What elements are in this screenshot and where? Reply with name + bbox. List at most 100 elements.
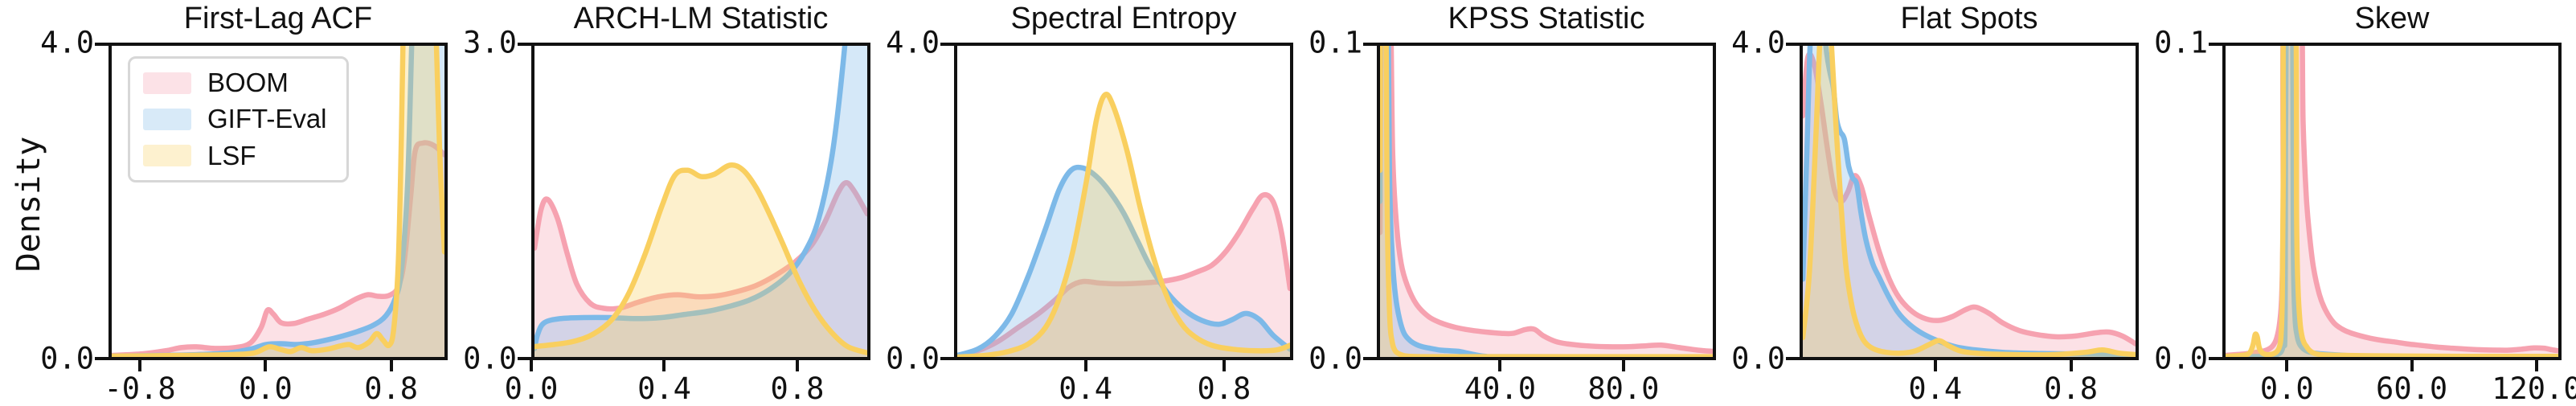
y-tick-mark: [2209, 43, 2222, 46]
x-tick-label: -0.8: [104, 371, 176, 406]
legend-swatch-lsf: [143, 145, 191, 167]
x-tick-label: 40.0: [1464, 371, 1537, 406]
y-tick-label: 0.0: [1308, 341, 1362, 376]
y-tick-label: 0.1: [2154, 25, 2208, 60]
kde-line-lsf: [112, 46, 444, 357]
panel-title: Spectral Entropy: [1010, 2, 1237, 35]
kde-fill-lsf: [1803, 46, 2136, 357]
y-tick-mark: [518, 357, 531, 360]
kde-line-gift-eval: [1803, 46, 2136, 357]
x-tick-label: 0.4: [1059, 371, 1113, 406]
kde-fill-gift-eval: [1380, 46, 1713, 357]
x-tick-label: 0.0: [238, 371, 293, 406]
x-tick-label: 0.8: [1197, 371, 1251, 406]
y-tick-mark: [518, 43, 531, 46]
kde-plot-svg: [957, 92, 1290, 357]
legend-item-boom: BOOM: [143, 68, 327, 97]
x-tick-mark: [2285, 360, 2289, 371]
x-tick-label: 120.0: [2492, 371, 2576, 406]
y-tick-mark: [95, 357, 109, 360]
x-tick-label: 0.4: [1908, 371, 1963, 406]
kde-line-boom: [957, 191, 1290, 357]
panel-title: ARCH-LM Statistic: [573, 2, 829, 35]
kde-fill-lsf: [112, 46, 444, 357]
kde-fill-gift-eval: [2226, 46, 2558, 357]
x-tick-label: 0.8: [2044, 371, 2099, 406]
panel-title: First-Lag ACF: [183, 2, 373, 35]
x-tick-mark: [1621, 360, 1625, 371]
kde-fill-boom: [112, 142, 444, 357]
y-tick-mark: [940, 357, 954, 360]
x-tick-mark: [1933, 360, 1937, 371]
plot-area: [1800, 43, 2139, 360]
panel-flat-spots: Flat Spots 4.0 0.0 0.4 0.8: [1731, 0, 2139, 406]
panel-first-lag-acf: First-Lag ACF BOOM GIFT-Eval LSF 4.0 0.0 -…: [40, 0, 448, 406]
legend-item-gift-eval: GIFT-Eval: [143, 104, 327, 134]
y-tick-mark: [1363, 43, 1377, 46]
kde-fill-boom: [1380, 46, 1713, 357]
kde-line-boom: [1380, 46, 1713, 355]
kde-line-gift-eval: [2226, 46, 2558, 357]
kde-fill-boom: [2226, 46, 2558, 357]
kde-fill-lsf: [1380, 46, 1713, 357]
plot-area: BOOM GIFT-Eval LSF: [109, 43, 448, 360]
kde-line-boom: [112, 140, 444, 357]
kde-line-lsf: [1803, 46, 2136, 357]
x-tick-mark: [1222, 360, 1226, 371]
panel-spectral-entropy: Spectral Entropy 4.0 0.0 0.4 0.8: [886, 0, 1293, 406]
kde-line-gift-eval: [1380, 46, 1713, 357]
panel-skew: Skew 0.1 0.0 0.0 60.0 120.0: [2154, 0, 2576, 406]
panel-title: Skew: [2354, 2, 2430, 35]
kde-plot-svg: [534, 46, 867, 357]
kde-plot-svg: [2226, 46, 2558, 357]
y-tick-label: 0.0: [463, 341, 517, 376]
panel-kpss-statistic: KPSS Statistic 0.1 0.0 40.0 80.0: [1308, 0, 1716, 406]
legend: BOOM GIFT-Eval LSF: [128, 56, 349, 182]
y-tick-label: 4.0: [1731, 25, 1785, 60]
kde-line-gift-eval: [957, 164, 1290, 357]
y-tick-label: 4.0: [40, 25, 94, 60]
legend-label-lsf: LSF: [207, 140, 256, 170]
y-tick-label: 3.0: [463, 25, 517, 60]
y-tick-mark: [940, 43, 954, 46]
plot-area: [954, 43, 1293, 360]
legend-swatch-gift-eval: [143, 108, 191, 130]
y-tick-label: 0.0: [2154, 341, 2208, 376]
x-tick-mark: [2069, 360, 2073, 371]
x-tick-mark: [1083, 360, 1087, 371]
plot-area: [2222, 43, 2562, 360]
kde-plot-svg: [1803, 46, 2136, 357]
legend-label-gift-eval: GIFT-Eval: [207, 104, 327, 134]
x-tick-mark: [2410, 360, 2414, 371]
y-tick-label: 0.0: [886, 341, 940, 376]
legend-item-lsf: LSF: [143, 141, 327, 170]
kde-line-boom: [2226, 46, 2558, 357]
kde-fill-lsf: [2226, 46, 2558, 357]
kde-line-gift-eval: [112, 46, 415, 357]
kde-plot-svg: [1380, 46, 1713, 357]
kde-line-lsf: [1380, 46, 1713, 357]
kde-fill-boom: [1803, 54, 2136, 357]
y-tick-mark: [95, 43, 109, 46]
kde-line-lsf: [534, 162, 867, 356]
kde-line-boom: [1803, 51, 2136, 347]
x-tick-mark: [138, 360, 142, 371]
kde-fill-lsf: [534, 165, 867, 357]
plot-area: [531, 43, 870, 360]
x-tick-label: 80.0: [1587, 371, 1660, 406]
y-axis-label: Density: [10, 136, 47, 273]
kde-line-boom: [534, 180, 867, 312]
x-tick-mark: [795, 360, 799, 371]
kde-line-lsf: [957, 92, 1290, 357]
kde-fill-gift-eval: [1803, 46, 2136, 357]
x-tick-mark: [1498, 360, 1502, 371]
x-tick-label: 0.0: [2259, 371, 2314, 406]
y-tick-mark: [1786, 357, 1800, 360]
y-tick-label: 0.0: [1731, 341, 1785, 376]
x-tick-mark: [2534, 360, 2538, 371]
panel-title: KPSS Statistic: [1448, 2, 1645, 35]
x-tick-label: 0.0: [504, 371, 559, 406]
legend-swatch-boom: [143, 72, 191, 94]
x-tick-mark: [389, 360, 393, 371]
x-tick-mark: [264, 360, 268, 371]
